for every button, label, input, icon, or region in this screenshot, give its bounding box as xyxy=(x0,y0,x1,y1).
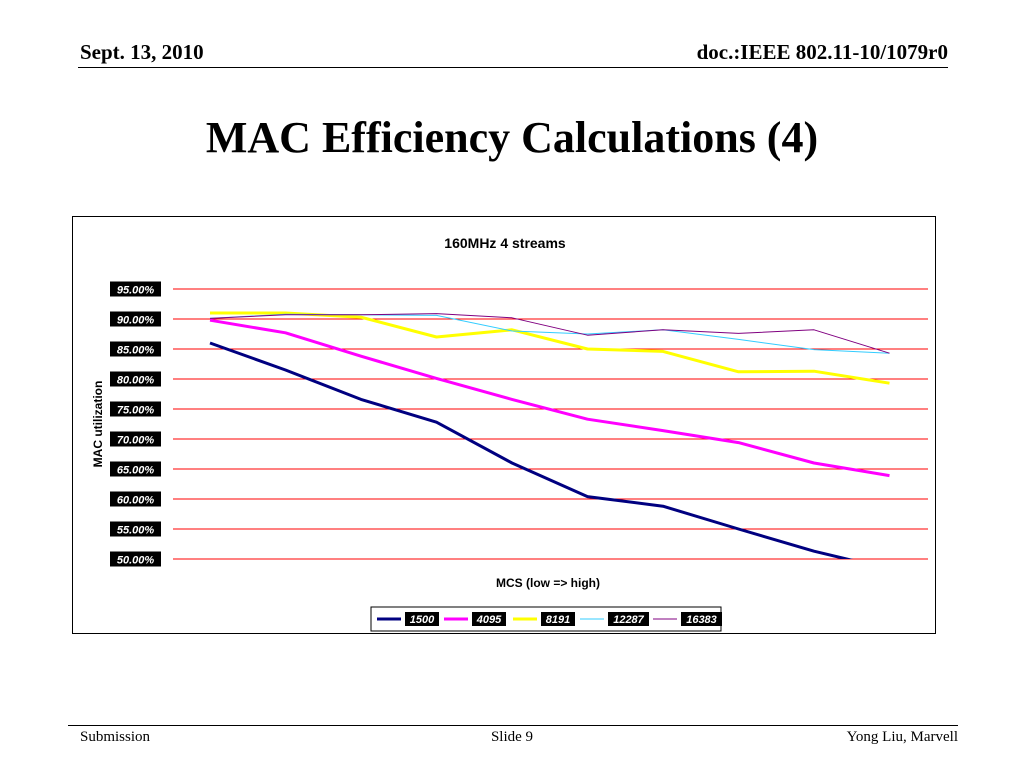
svg-text:8191: 8191 xyxy=(546,614,570,626)
line-chart: 160MHz 4 streams 95.00% 90.00% 85.00% 80.00… xyxy=(91,235,928,632)
y-tick-label: 80.00% xyxy=(110,371,161,387)
svg-text:95.00%: 95.00% xyxy=(117,285,155,297)
y-tick-label: 90.00% xyxy=(110,311,161,327)
svg-text:55.00%: 55.00% xyxy=(117,525,155,537)
svg-text:70.00%: 70.00% xyxy=(117,435,155,447)
y-tick-label: 85.00% xyxy=(110,341,161,357)
legend-entry-12287: 12287 xyxy=(580,612,649,626)
footer-author: Yong Liu, Marvell xyxy=(846,729,958,745)
svg-text:4095: 4095 xyxy=(476,614,502,626)
series-line-12287 xyxy=(209,313,890,354)
legend-entry-4095: 4095 xyxy=(444,612,506,626)
legend-entry-1500: 1500 xyxy=(377,612,439,626)
y-tick-label: 75.00% xyxy=(110,401,161,417)
header-date: Sept. 13, 2010 xyxy=(80,40,204,64)
y-axis-label: MAC utilization xyxy=(91,381,105,468)
chart-frame: 160MHz 4 streams 95.00% 90.00% 85.00% 80.00… xyxy=(72,216,936,634)
svg-text:65.00%: 65.00% xyxy=(117,465,155,477)
slide-title: MAC Efficiency Calculations (4) xyxy=(205,113,819,162)
svg-text:50.00%: 50.00% xyxy=(117,555,155,567)
svg-text:85.00%: 85.00% xyxy=(117,345,155,357)
svg-text:16383: 16383 xyxy=(686,614,717,626)
footer-submission: Submission xyxy=(80,729,151,745)
legend: 1500 4095 8191 12287 16383 xyxy=(370,606,722,632)
svg-text:12287: 12287 xyxy=(613,614,644,626)
y-tick-label: 65.00% xyxy=(110,461,161,477)
svg-text:90.00%: 90.00% xyxy=(117,315,155,327)
header-doc-id: doc.:IEEE 802.11-10/1079r0 xyxy=(696,40,948,64)
svg-text:75.00%: 75.00% xyxy=(117,405,155,417)
y-tick-label: 95.00% xyxy=(110,281,161,297)
svg-text:80.00%: 80.00% xyxy=(117,375,155,387)
footer-divider xyxy=(68,725,958,726)
header-divider xyxy=(78,67,948,68)
series-line-16383 xyxy=(209,313,890,354)
x-axis-label: MCS (low => high) xyxy=(496,576,600,590)
footer-slide-number: Slide 9 xyxy=(490,729,534,745)
gridlines xyxy=(173,288,928,560)
y-tick-label: 70.00% xyxy=(110,431,161,447)
chart-title: 160MHz 4 streams xyxy=(444,235,566,251)
series-lines xyxy=(209,311,890,559)
y-tick-label: 55.00% xyxy=(110,521,161,537)
series-line-1500 xyxy=(209,341,854,559)
svg-text:1500: 1500 xyxy=(410,614,435,626)
y-tick-label: 50.00% xyxy=(110,551,161,567)
series-line-8191 xyxy=(210,311,890,385)
y-tick-labels: 95.00% 90.00% 85.00% 80.00% 75.00% 70.00% 65.0… xyxy=(110,281,161,567)
legend-entry-16383: 16383 xyxy=(653,612,722,626)
y-tick-label: 60.00% xyxy=(110,491,161,507)
legend-entry-8191: 8191 xyxy=(513,612,575,626)
svg-text:60.00%: 60.00% xyxy=(117,495,155,507)
series-line-4095 xyxy=(209,318,890,478)
